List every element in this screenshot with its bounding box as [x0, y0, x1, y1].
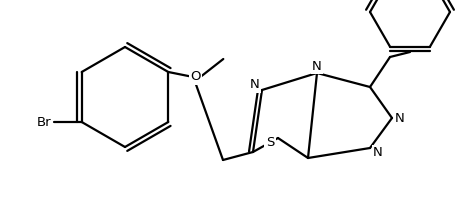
Text: S: S [266, 137, 274, 149]
Text: N: N [373, 146, 383, 160]
Text: O: O [190, 70, 201, 83]
Text: N: N [250, 79, 260, 92]
Text: N: N [312, 60, 322, 73]
Text: N: N [395, 112, 405, 124]
Text: Br: Br [37, 116, 51, 128]
